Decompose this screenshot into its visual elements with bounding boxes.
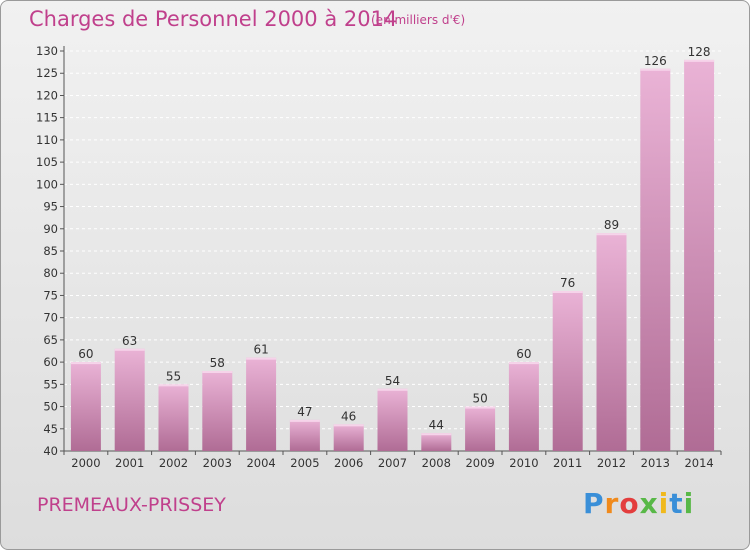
x-tick-label: 2005 — [290, 456, 319, 470]
bar-highlight — [158, 384, 189, 387]
bar-highlight — [377, 388, 408, 391]
x-tick-label: 2009 — [465, 456, 494, 470]
x-tick-label: 2002 — [159, 456, 188, 470]
x-tick-label: 2007 — [378, 456, 407, 470]
bar-value-label: 60 — [516, 347, 531, 361]
bar-2007 — [377, 388, 408, 451]
x-tick-label: 2003 — [203, 456, 232, 470]
bar-value-label: 60 — [78, 347, 93, 361]
x-tick-label: 2014 — [684, 456, 713, 470]
bar-value-label: 54 — [385, 374, 400, 388]
bar-value-label: 47 — [297, 405, 312, 419]
bar-2004 — [246, 357, 277, 451]
bar-2002 — [158, 384, 189, 451]
x-tick-label: 2001 — [115, 456, 144, 470]
bar-value-label: 58 — [210, 356, 225, 370]
x-tick-label: 2000 — [71, 456, 100, 470]
bar-2008 — [421, 433, 452, 451]
x-tick-label: 2006 — [334, 456, 363, 470]
y-tick-label: 45 — [43, 422, 58, 436]
bar-highlight — [508, 362, 539, 365]
proxiti-logo: Proxiti — [583, 487, 695, 520]
bar-highlight — [465, 406, 496, 409]
x-tick-label: 2013 — [641, 456, 670, 470]
bar-highlight — [289, 419, 320, 422]
y-tick-label: 60 — [43, 355, 58, 369]
x-tick-label: 2008 — [422, 456, 451, 470]
bar-value-label: 46 — [341, 409, 356, 423]
bar-2003 — [202, 371, 233, 451]
bar-2014 — [684, 59, 715, 452]
y-tick-label: 70 — [43, 311, 58, 325]
y-tick-label: 50 — [43, 400, 58, 414]
x-tick-label: 2012 — [597, 456, 626, 470]
x-tick-label: 2011 — [553, 456, 582, 470]
y-tick-label: 90 — [43, 222, 58, 236]
bar-highlight — [640, 68, 671, 71]
y-tick-label: 115 — [36, 111, 58, 125]
bar-highlight — [596, 233, 627, 236]
y-tick-label: 105 — [36, 155, 58, 169]
x-tick-label: 2004 — [246, 456, 275, 470]
bar-2010 — [508, 362, 539, 451]
bar-value-label: 63 — [122, 334, 137, 348]
y-tick-label: 100 — [36, 177, 58, 191]
x-tick-label: 2010 — [509, 456, 538, 470]
y-tick-label: 80 — [43, 266, 58, 280]
bar-2011 — [552, 291, 583, 451]
bar-2005 — [289, 419, 320, 451]
bar-highlight — [246, 357, 277, 360]
bar-highlight — [552, 291, 583, 293]
bar-2009 — [465, 406, 496, 451]
bar-value-label: 61 — [253, 343, 268, 357]
bar-value-label: 126 — [644, 54, 667, 68]
bar-2013 — [640, 68, 671, 452]
bar-2000 — [70, 362, 101, 451]
y-tick-label: 125 — [36, 66, 58, 80]
bar-value-label: 76 — [560, 276, 575, 290]
bar-value-label: 128 — [688, 45, 711, 59]
bar-highlight — [70, 362, 101, 365]
bar-value-label: 55 — [166, 369, 181, 383]
bar-value-label: 44 — [429, 418, 444, 432]
bar-highlight — [684, 59, 715, 62]
y-tick-label: 75 — [43, 288, 58, 302]
bar-highlight — [333, 424, 364, 427]
bar-2001 — [114, 348, 145, 451]
bar-2006 — [333, 424, 364, 451]
y-tick-label: 85 — [43, 244, 58, 258]
y-tick-label: 65 — [43, 333, 58, 347]
bar-highlight — [202, 371, 233, 373]
bar-highlight — [114, 348, 145, 351]
bar-value-label: 89 — [604, 218, 619, 232]
bar-2012 — [596, 233, 627, 451]
y-tick-label: 130 — [36, 44, 58, 58]
y-tick-label: 110 — [36, 133, 58, 147]
y-tick-label: 55 — [43, 377, 58, 391]
bar-highlight — [421, 433, 452, 436]
bar-value-label: 50 — [472, 392, 487, 406]
y-tick-label: 40 — [43, 444, 58, 458]
commune-name: PREMEAUX-PRISSEY — [37, 494, 226, 516]
chart-title: Charges de Personnel 2000 à 2014 — [29, 7, 398, 31]
y-tick-label: 120 — [36, 88, 58, 102]
y-tick-label: 95 — [43, 200, 58, 214]
chart-subtitle: (en milliers d'€) — [371, 13, 466, 27]
